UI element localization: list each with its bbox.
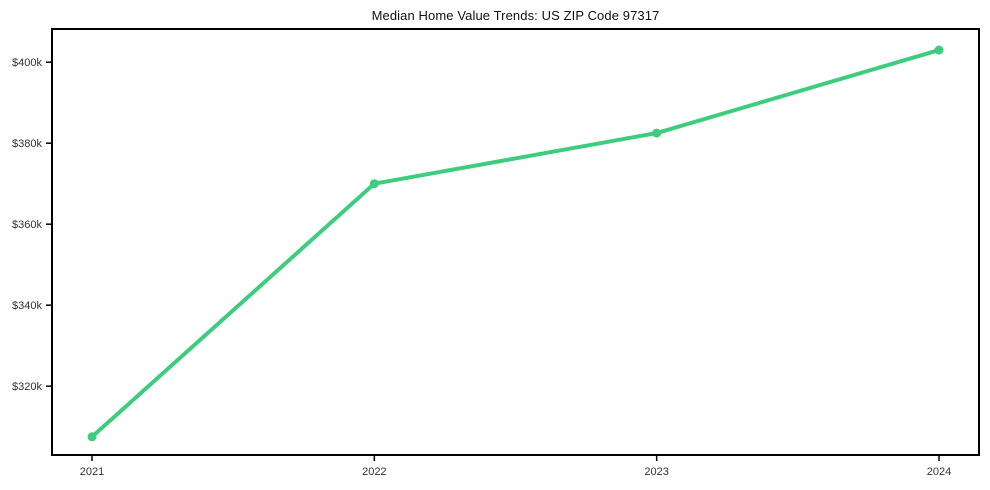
data-point-2024 [934,45,944,55]
x-tick-label: 2024 [927,466,951,478]
y-tick-label: $380k [12,138,42,150]
y-tick-label: $340k [12,300,42,312]
x-tick-label: 2021 [80,466,104,478]
x-tick-label: 2023 [644,466,668,478]
data-point-2021 [87,432,97,442]
x-tick-label: 2022 [362,466,386,478]
data-point-2023 [652,128,662,138]
plot-border [51,28,980,456]
chart-title: Median Home Value Trends: US ZIP Code 97… [371,8,660,23]
data-point-2022 [369,179,379,189]
y-tick-label: $400k [12,57,42,69]
y-tick-label: $320k [12,381,42,393]
y-tick-label: $360k [12,219,42,231]
trend-line [90,48,941,439]
